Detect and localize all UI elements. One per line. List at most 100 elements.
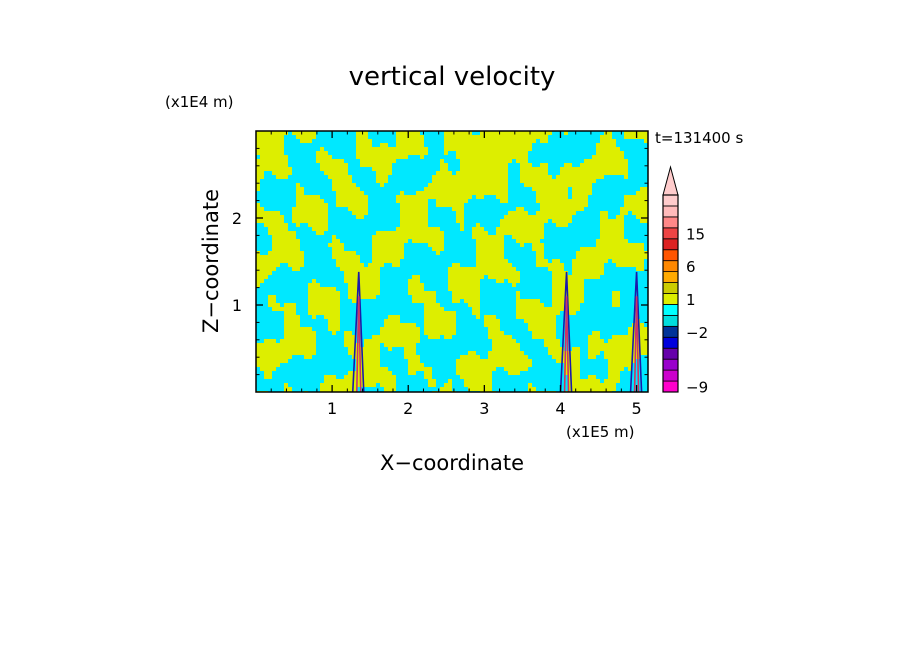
- field-cell: [372, 335, 420, 339]
- field-cell: [360, 159, 396, 163]
- field-cell: [560, 171, 628, 175]
- field-cell: [412, 295, 436, 299]
- field-cell: [256, 347, 316, 351]
- field-cell: [464, 379, 492, 383]
- field-cell: [284, 331, 316, 335]
- field-cell: [436, 171, 452, 175]
- field-cell: [408, 359, 420, 363]
- field-cell: [396, 195, 472, 199]
- field-cell: [344, 331, 352, 335]
- field-cell: [456, 155, 528, 159]
- field-cell: [572, 271, 604, 275]
- field-cell: [308, 299, 340, 303]
- field-cell: [616, 215, 624, 219]
- x-tick-label: 2: [403, 399, 413, 418]
- field-cell: [508, 371, 520, 375]
- field-cell: [340, 267, 380, 271]
- field-cell: [308, 223, 328, 227]
- colorbar-segment: [662, 358, 679, 371]
- field-cell: [452, 295, 480, 299]
- field-cell: [532, 247, 544, 251]
- field-cell: [396, 139, 424, 143]
- field-cell: [300, 139, 312, 143]
- field-cell: [308, 287, 336, 291]
- field-cell: [272, 247, 300, 251]
- field-cell: [296, 223, 300, 227]
- colorbar-segment: [662, 194, 679, 207]
- field-cell: [284, 327, 312, 331]
- field-cell: [292, 219, 328, 223]
- field-cell: [440, 163, 448, 167]
- field-cell: [376, 179, 388, 183]
- field-cell: [284, 383, 288, 387]
- x-tick-label: 3: [479, 399, 489, 418]
- field-cell: [476, 195, 484, 199]
- field-cell: [356, 363, 380, 367]
- field-cell: [428, 183, 508, 187]
- field-cell: [588, 347, 648, 351]
- plot-frame: [255, 130, 649, 393]
- field-cell: [536, 191, 568, 195]
- field-cell: [624, 175, 628, 179]
- field-cell: [608, 367, 624, 371]
- y-axis-label: Z−coordinate: [199, 189, 223, 333]
- field-cell: [372, 251, 404, 255]
- field-cell: [284, 335, 316, 339]
- field-cell: [432, 247, 444, 251]
- field-cell: [404, 351, 416, 355]
- field-cell: [308, 283, 320, 287]
- field-cell: [516, 303, 544, 307]
- field-cell: [476, 263, 512, 267]
- field-cell: [268, 303, 280, 307]
- field-cell: [272, 239, 300, 243]
- field-cell: [476, 251, 504, 255]
- field-cell: [296, 187, 304, 191]
- field-cell: [512, 235, 544, 239]
- field-cell: [256, 283, 260, 287]
- field-cell: [460, 375, 492, 379]
- field-cell: [324, 375, 336, 379]
- field-cell: [428, 243, 444, 247]
- field-cell: [620, 211, 628, 215]
- field-cell: [412, 275, 420, 279]
- field-cell: [404, 355, 420, 359]
- field-cell: [504, 215, 572, 219]
- field-cell: [572, 191, 592, 195]
- field-cell: [452, 299, 460, 303]
- field-cell: [548, 267, 564, 271]
- field-cell: [484, 323, 500, 327]
- field-cell: [368, 263, 384, 267]
- field-cell: [580, 163, 628, 167]
- field-cell: [460, 167, 508, 171]
- field-cell: [264, 223, 288, 227]
- field-cell: [372, 247, 404, 251]
- field-cell: [456, 371, 492, 375]
- field-cell: [460, 227, 464, 231]
- field-cell: [308, 311, 340, 315]
- field-cell: [352, 211, 368, 215]
- field-cell: [548, 351, 580, 355]
- field-cell: [380, 383, 396, 387]
- field-cell: [536, 263, 564, 267]
- field-cell: [556, 175, 604, 179]
- field-cell: [264, 371, 272, 375]
- field-cell: [272, 235, 296, 239]
- field-cell: [256, 187, 260, 191]
- field-cell: [600, 227, 624, 231]
- field-cell: [356, 135, 368, 139]
- field-cell: [636, 191, 648, 195]
- field-cell: [588, 339, 604, 343]
- field-cell: [292, 211, 328, 215]
- field-cell: [408, 367, 432, 371]
- field-cell: [372, 259, 400, 263]
- field-cell: [336, 195, 368, 199]
- field-cell: [292, 207, 328, 211]
- y-unit-label: (x1E4 m): [165, 93, 234, 111]
- field-cell: [568, 383, 616, 387]
- field-cell: [344, 271, 380, 275]
- field-cell: [636, 215, 648, 219]
- field-cell: [528, 323, 556, 327]
- field-cell: [596, 151, 624, 155]
- field-cell: [360, 163, 392, 167]
- field-cell: [296, 183, 300, 187]
